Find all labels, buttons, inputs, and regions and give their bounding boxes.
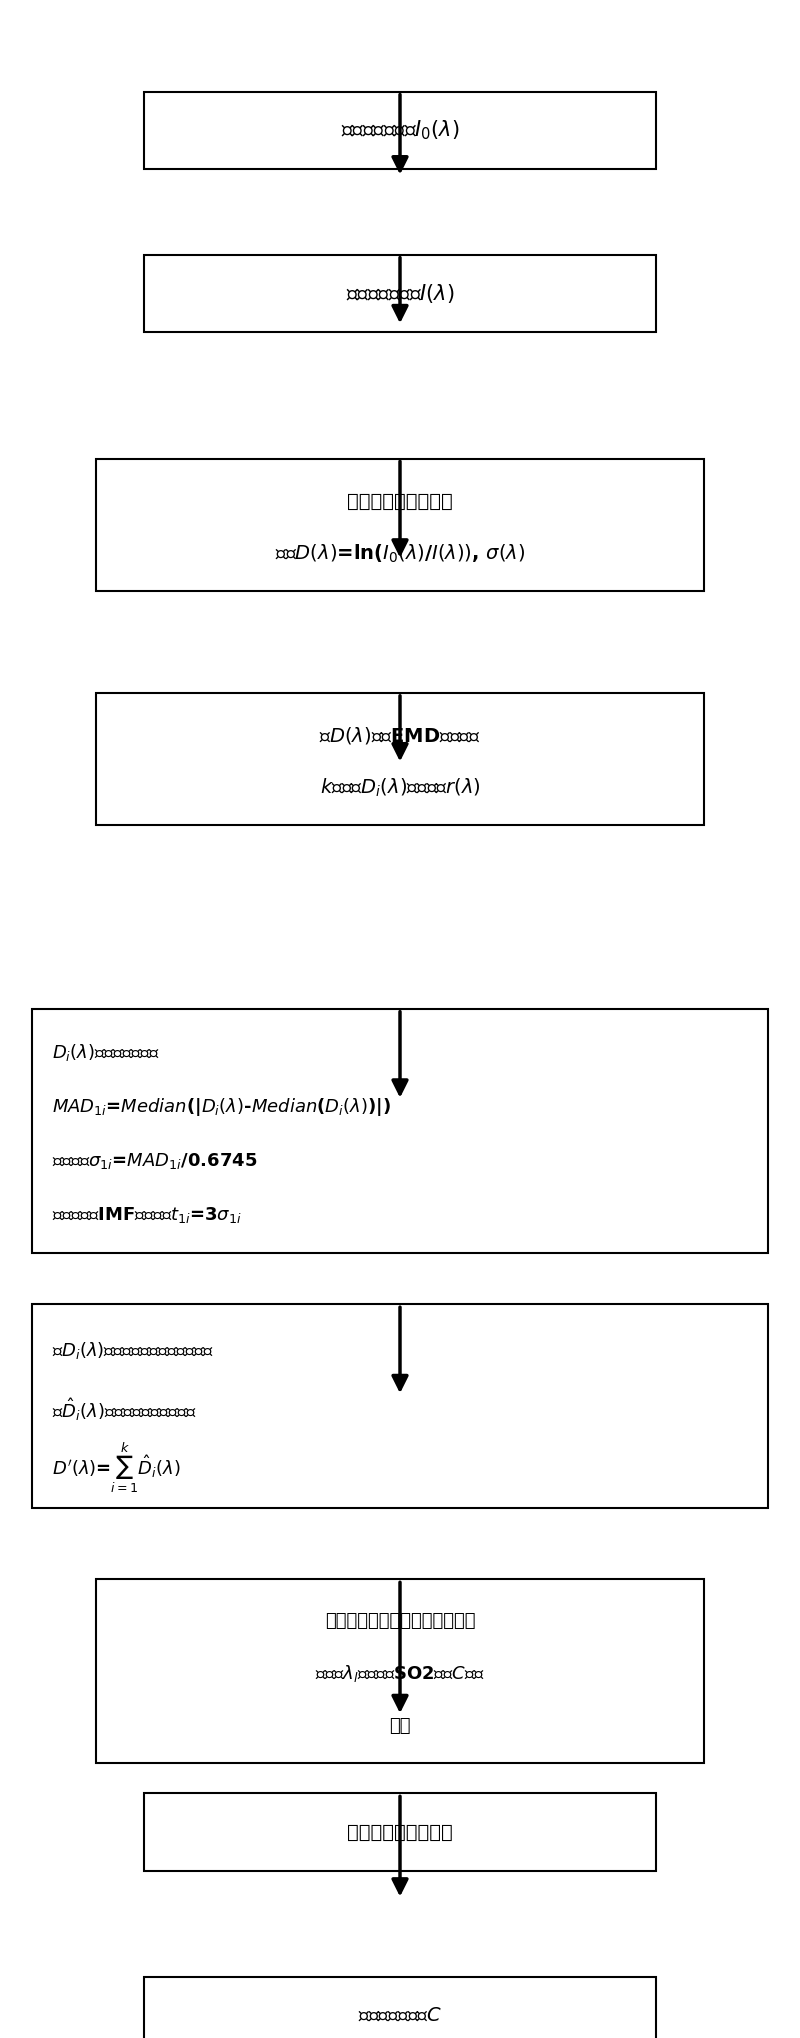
Text: $\mathit{k}$个分量$\mathit{D_i}$$(\lambda)$和趋势项$\mathit{r}$$(\lambda)$: $\mathit{k}$个分量$\mathit{D_i}$$(\lambda)$…: [320, 776, 480, 799]
Text: 散波长$\lambda_l$，并建立SO2浓度$\mathit{C}$的方: 散波长$\lambda_l$，并建立SO2浓度$\mathit{C}$的方: [315, 1663, 485, 1683]
FancyBboxPatch shape: [96, 693, 704, 825]
Text: 计算吸收度和吸收截: 计算吸收度和吸收截: [347, 491, 453, 510]
FancyBboxPatch shape: [96, 459, 704, 591]
Text: 采集参考光谱：$\mathit{I}$$_0$$(\lambda)$: 采集参考光谱：$\mathit{I}$$_0$$(\lambda)$: [341, 118, 459, 143]
Text: 量$\hat{D}_\mathit{i}(\lambda)$和降噪后的差分吸收度: 量$\hat{D}_\mathit{i}(\lambda)$和降噪后的差分吸收度: [52, 1396, 197, 1423]
Text: 应用最小二乘法求解: 应用最小二乘法求解: [347, 1822, 453, 1842]
FancyBboxPatch shape: [96, 1579, 704, 1763]
Text: $\mathit{MAD_{1i}}$=$\mathit{Median}$(|$\mathit{D_i}(\lambda)$-$\mathit{Median}$: $\mathit{MAD_{1i}}$=$\mathit{Median}$(|$…: [52, 1096, 391, 1117]
Text: 输出浓度计算值$\mathit{C}$: 输出浓度计算值$\mathit{C}$: [358, 2005, 442, 2026]
Text: 均方值：$\mathit{\sigma_{1i}}$=$\mathit{MAD_{1i}}$/0.6745: 均方值：$\mathit{\sigma_{1i}}$=$\mathit{MAD_…: [52, 1151, 258, 1172]
Text: 程组: 程组: [390, 1718, 410, 1734]
FancyBboxPatch shape: [32, 1304, 768, 1508]
Text: 对$\mathit{D}$$(\lambda)$进行EMD分解为：: 对$\mathit{D}$$(\lambda)$进行EMD分解为：: [319, 726, 481, 746]
Text: 对$\mathit{D_i}(\lambda)$进行阈值判别，获得新的分: 对$\mathit{D_i}(\lambda)$进行阈值判别，获得新的分: [52, 1341, 214, 1361]
Text: 各尺度分量IMF的阈值：$\mathit{t_{1i}}$=3$\mathit{\sigma_{1i}}$: 各尺度分量IMF的阈值：$\mathit{t_{1i}}$=3$\mathit{…: [52, 1204, 242, 1225]
Text: $\mathit{D'}(\lambda)$=$\sum_{i=1}^{k}$$\hat{D}_\mathit{i}(\lambda)$: $\mathit{D'}(\lambda)$=$\sum_{i=1}^{k}$$…: [52, 1441, 181, 1494]
FancyBboxPatch shape: [144, 1793, 656, 1871]
Text: 面：$\mathit{D}$$(\lambda)$=ln($\mathit{I}_0$$(\lambda)$/$\mathit{I}$$(\lambda))$,: 面：$\mathit{D}$$(\lambda)$=ln($\mathit{I}…: [275, 542, 525, 565]
FancyBboxPatch shape: [144, 255, 656, 332]
FancyBboxPatch shape: [32, 1009, 768, 1253]
FancyBboxPatch shape: [144, 1977, 656, 2038]
Text: 选取具有明显差分吸收结构的离: 选取具有明显差分吸收结构的离: [325, 1612, 475, 1630]
Text: 采集透射光谱：$\mathit{I}$$(\lambda)$: 采集透射光谱：$\mathit{I}$$(\lambda)$: [346, 281, 454, 306]
FancyBboxPatch shape: [144, 92, 656, 169]
Text: $\mathit{D_i}(\lambda)$绝对中值偏差：: $\mathit{D_i}(\lambda)$绝对中值偏差：: [52, 1041, 160, 1062]
